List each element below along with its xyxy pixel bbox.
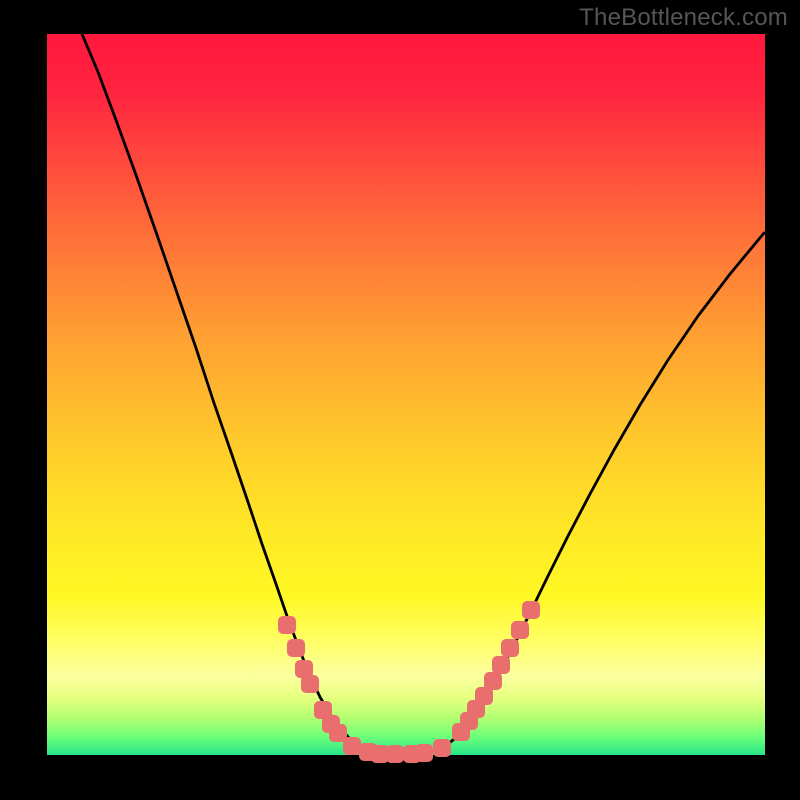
data-marker [278, 616, 296, 634]
data-marker [287, 639, 305, 657]
watermark-text: TheBottleneck.com [579, 4, 788, 32]
data-marker [484, 672, 502, 690]
data-marker [501, 639, 519, 657]
data-marker [492, 656, 510, 674]
data-marker [522, 601, 540, 619]
data-marker [301, 675, 319, 693]
data-marker [511, 621, 529, 639]
plot-background [47, 34, 765, 755]
data-marker [343, 737, 361, 755]
data-marker [415, 744, 433, 762]
data-marker [433, 739, 451, 757]
bottleneck-curve-chart [0, 0, 800, 800]
chart-frame: TheBottleneck.com [0, 0, 800, 800]
data-marker [386, 745, 404, 763]
